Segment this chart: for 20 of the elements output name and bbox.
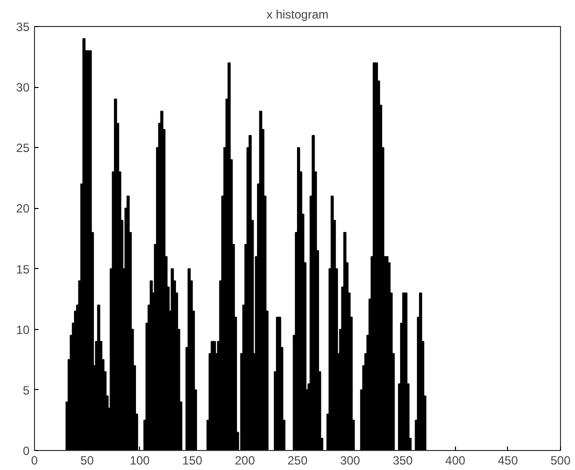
y-tick-label: 25 — [16, 141, 30, 156]
y-tick-label: 35 — [16, 20, 30, 34]
x-tick-label: 150 — [182, 454, 203, 468]
x-tick-label: 300 — [340, 454, 360, 468]
y-tick-label: 0 — [22, 444, 30, 458]
y-tick-label: 30 — [16, 80, 30, 95]
x-tick-label: 0 — [31, 454, 38, 468]
x-tick-label: 200 — [234, 454, 256, 468]
x-tick-label: 100 — [130, 454, 150, 468]
x-tick-label: 400 — [445, 454, 466, 468]
x-tick-label: 500 — [550, 454, 571, 468]
y-tick-label: 10 — [16, 322, 30, 337]
y-tick-label: 15 — [16, 262, 30, 276]
y-tick-label: 20 — [16, 202, 30, 216]
chart-title: x histogram — [266, 8, 329, 22]
x-tick-label: 450 — [498, 454, 518, 468]
x-tick-label: 250 — [287, 454, 308, 468]
y-tick-label: 5 — [22, 383, 30, 398]
x-tick-label: 50 — [80, 454, 94, 468]
x-tick-label: 350 — [392, 454, 414, 468]
